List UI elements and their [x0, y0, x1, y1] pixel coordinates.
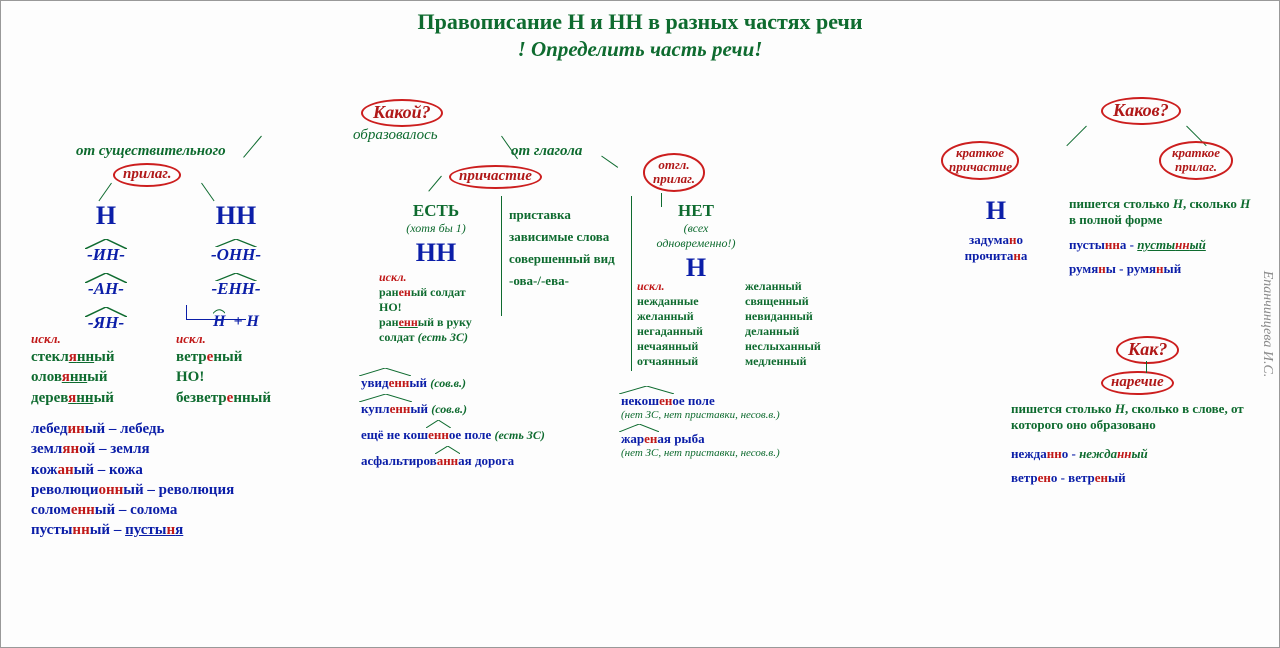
line [1066, 126, 1087, 147]
col-adj-HH: НН -ОНН- -ЕНН- Н + Н [176, 201, 296, 331]
pill-krat-pril: краткоеприлаг. [1159, 141, 1233, 180]
line [201, 183, 214, 202]
line [186, 319, 246, 320]
col-narech: пишется столько Н, сколько в слове, от к… [1011, 401, 1261, 486]
prich-conditions: приставка зависимые слова совершенный ви… [509, 207, 639, 289]
line [501, 196, 502, 316]
question-kakoy: Какой? [361, 99, 443, 127]
col-krat-prich: Н задумано прочитана [941, 196, 1051, 264]
adj-exc-H: искл. стеклянный оловянный деревянный [31, 331, 115, 408]
question-kak: Как? [1116, 336, 1179, 364]
otgl-exc1: искл. нежданные желанный негаданный неча… [637, 279, 703, 369]
diagram-title: Правописание Н и НН в разных частях речи… [1, 9, 1279, 62]
col-krat-pril: пишется столько Н, сколько Н в полной фо… [1069, 196, 1259, 277]
prich-examples: увиденный (сов.в.) купленный (сов.в.) ещ… [361, 369, 621, 469]
pill-narechie: наречие [1101, 371, 1174, 395]
question-kakov: Каков? [1101, 97, 1181, 125]
adj-pairs: лебединый – лебедь земляной – земля кожа… [31, 419, 234, 541]
otgl-exc2: желанный священный невиданный деланный н… [745, 279, 821, 369]
line [1146, 361, 1147, 373]
pill-prichastie: причастие [449, 165, 542, 189]
label-obrazovalos: образовалось [353, 127, 438, 144]
author-credit: Епанчинцева И.С. [1259, 271, 1275, 378]
col-prich: ЕСТЬ (хотя бы 1) НН искл. раненый солдат… [371, 201, 501, 345]
line [243, 136, 262, 158]
otgl-examples: некошеное поле (нет ЗС, нет приставки, н… [621, 393, 881, 459]
col-adj-H: Н -ИН- -АН- -ЯН- [56, 201, 156, 333]
label-ot-sushch: от существительного [76, 143, 226, 160]
pill-prilag: прилаг. [113, 163, 181, 187]
label-ot-glagola: от глагола [511, 143, 582, 160]
line [98, 183, 111, 202]
title-line2: ! Определить часть речи! [1, 37, 1279, 62]
col-otgl: НЕТ (всех одновременно!) Н [631, 201, 761, 283]
pill-krat-prich: краткоепричастие [941, 141, 1019, 180]
line [631, 196, 632, 371]
line [601, 156, 618, 168]
title-line1: Правописание Н и НН в разных частях речи [1, 9, 1279, 35]
pill-otgl-prilag: отгл.прилаг. [643, 153, 705, 192]
adj-exc-HH: искл. ветреный НО! безветренный [176, 331, 271, 408]
line [428, 176, 442, 192]
line [186, 305, 187, 319]
